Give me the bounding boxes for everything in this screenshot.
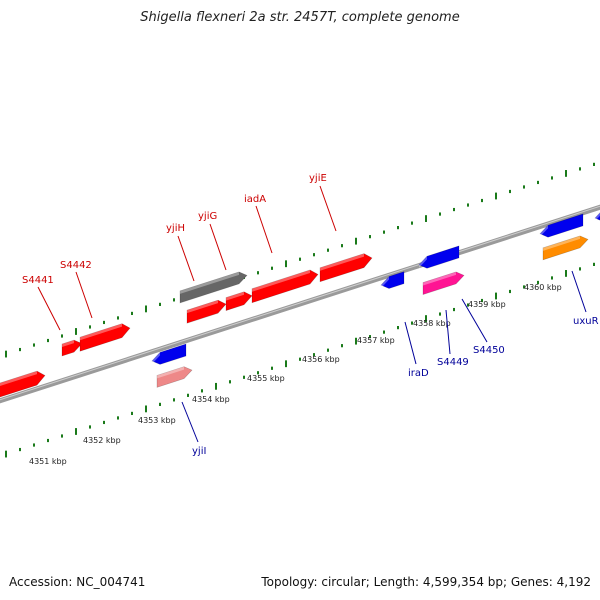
leader-line bbox=[75, 271, 93, 319]
gene-s4442-b[interactable] bbox=[79, 323, 131, 352]
genome-axis bbox=[0, 204, 600, 404]
gene-s4442-a[interactable] bbox=[61, 339, 83, 357]
leader-line bbox=[209, 223, 227, 271]
leader-line bbox=[177, 235, 195, 282]
leader-line bbox=[461, 298, 488, 343]
gene-reverse-a[interactable] bbox=[151, 343, 187, 365]
gene-label: S4442 bbox=[60, 260, 92, 271]
gene-label: yjiH bbox=[166, 223, 185, 234]
accession-text: Accession: NC_004741 bbox=[9, 575, 146, 589]
gene-label: S4450 bbox=[473, 345, 505, 356]
scale-label: 4359 kbp bbox=[468, 300, 506, 309]
gene-label: uxuR bbox=[573, 316, 599, 327]
scale-label: 4357 kbp bbox=[357, 336, 395, 345]
leader-line bbox=[181, 401, 199, 443]
gene-label: yjiG bbox=[198, 211, 217, 222]
reverse-ruler bbox=[5, 262, 595, 458]
gene-yjig-a[interactable] bbox=[186, 299, 227, 324]
scale-label: 4352 kbp bbox=[83, 436, 121, 445]
gene-orange[interactable] bbox=[542, 235, 589, 261]
gene-label: yjiI bbox=[192, 446, 206, 457]
scale-label: 4358 kbp bbox=[413, 319, 451, 328]
gene-label: S4449 bbox=[437, 357, 469, 368]
gene-edge[interactable] bbox=[594, 207, 600, 222]
gene-irad[interactable] bbox=[380, 271, 405, 289]
gene-yjih[interactable] bbox=[179, 271, 248, 304]
leader-line bbox=[404, 321, 417, 365]
gene-iada[interactable] bbox=[251, 269, 319, 304]
forward-ruler bbox=[5, 162, 595, 358]
scale-label: 4356 kbp bbox=[302, 355, 340, 364]
gene-s4450[interactable] bbox=[422, 271, 465, 295]
gene-yjii[interactable] bbox=[156, 366, 193, 388]
genome-summary: Topology: circular; Length: 4,599,354 bp… bbox=[261, 575, 591, 589]
leader-line bbox=[319, 185, 337, 232]
gene-yjie[interactable] bbox=[319, 253, 373, 283]
gene-yjig-b[interactable] bbox=[225, 291, 253, 312]
leader-line bbox=[445, 309, 451, 355]
gene-s4449[interactable] bbox=[418, 245, 460, 269]
scale-label: 4351 kbp bbox=[29, 457, 67, 466]
scale-label: 4355 kbp bbox=[247, 374, 285, 383]
gene-uxur[interactable] bbox=[539, 213, 584, 238]
gene-label: iadA bbox=[244, 194, 266, 205]
gene-label: yjiE bbox=[309, 173, 327, 184]
gene-s4441[interactable] bbox=[0, 370, 46, 399]
scale-label: 4353 kbp bbox=[138, 416, 176, 425]
leader-line bbox=[255, 205, 273, 254]
leader-line bbox=[37, 286, 61, 331]
scale-label: 4360 kbp bbox=[524, 283, 562, 292]
scale-label: 4354 kbp bbox=[192, 395, 230, 404]
map-title: Shigella flexneri 2a str. 2457T, complet… bbox=[140, 10, 460, 25]
gene-label: iraD bbox=[408, 368, 429, 379]
leader-line bbox=[571, 270, 587, 313]
gene-label: S4441 bbox=[22, 275, 54, 286]
